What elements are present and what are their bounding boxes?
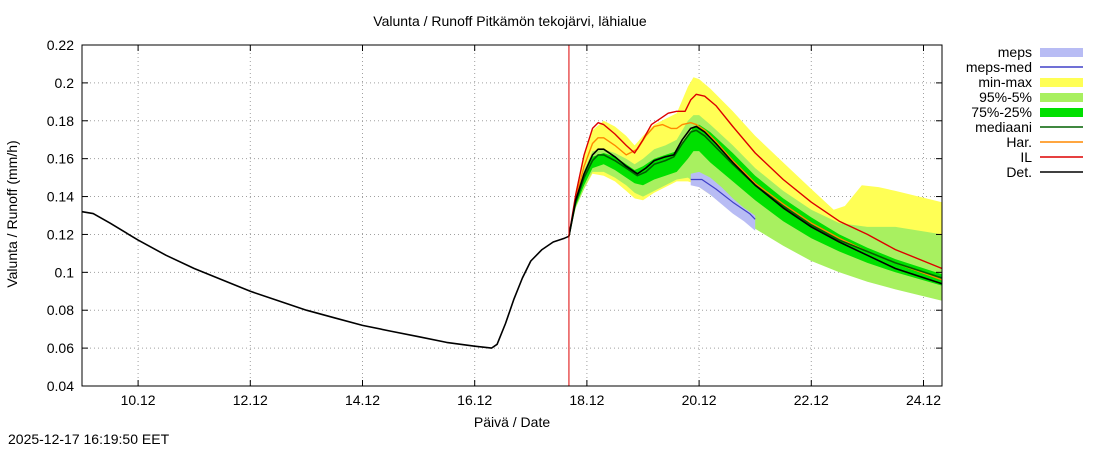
legend-label-median: mediaani	[975, 119, 1032, 135]
legend-label-p95_5: 95%-5%	[979, 89, 1032, 105]
legend-label-har: Har.	[1006, 134, 1032, 150]
x-axis-label: Päivä / Date	[474, 414, 550, 430]
y-tick-label: 0.22	[47, 37, 74, 53]
legend-label-meps: meps	[998, 44, 1032, 60]
forecast-bands	[568, 77, 942, 301]
y-tick-label: 0.12	[47, 226, 74, 242]
x-tick-label: 18.12	[569, 392, 604, 408]
chart-title: Valunta / Runoff Pitkämön tekojärvi, läh…	[373, 13, 647, 29]
legend-label-minmax: min-max	[978, 74, 1032, 90]
legend-label-il: IL	[1020, 149, 1032, 165]
y-tick-label: 0.1	[55, 264, 75, 280]
x-tick-label: 24.12	[906, 392, 941, 408]
legend-swatch-p95_5	[1040, 93, 1083, 102]
y-tick-label: 0.16	[47, 151, 74, 167]
series-lines	[81, 45, 943, 386]
legend-label-p75_25: 75%-25%	[971, 104, 1032, 120]
line-il	[568, 93, 943, 270]
line-det	[568, 125, 943, 285]
legend-swatch-meps	[1040, 48, 1083, 57]
plot-border	[81, 44, 943, 387]
band-meps	[690, 171, 756, 231]
y-tick-label: 0.2	[55, 75, 75, 91]
y-tick-label: 0.08	[47, 302, 74, 318]
x-tick-label: 22.12	[794, 392, 829, 408]
band-p75_25	[568, 124, 942, 286]
x-tick-label: 12.12	[233, 392, 268, 408]
legend-label-meps_med: meps-med	[966, 59, 1032, 75]
axis-ticks: 0.04 0.06 0.08 0.1 0.12 0.14 0.16 0.18 0.2 0.22 10…	[47, 37, 942, 408]
legend-label-det: Det.	[1006, 164, 1032, 180]
y-tick-label: 0.04	[47, 378, 74, 394]
y-tick-label: 0.18	[47, 113, 74, 129]
line-har	[568, 121, 943, 281]
line-median	[568, 129, 943, 279]
y-tick-label: 0.14	[47, 189, 74, 205]
x-tick-label: 14.12	[345, 392, 380, 408]
y-axis-label: Valunta / Runoff (mm/h)	[4, 140, 20, 287]
line-observed	[81, 210, 570, 349]
plot-frame	[81, 44, 943, 387]
legend-swatch-minmax	[1040, 78, 1083, 87]
x-tick-label: 16.12	[457, 392, 492, 408]
timestamp: 2025-12-17 16:19:50 EET	[8, 431, 170, 447]
legend: mepsmeps-medmin-max95%-5%75%-25%mediaani…	[966, 44, 1083, 180]
line-meps-med	[690, 178, 756, 220]
legend-swatch-p75_25	[1040, 108, 1083, 117]
y-tick-label: 0.06	[47, 340, 74, 356]
x-tick-label: 20.12	[682, 392, 717, 408]
x-tick-label: 10.12	[121, 392, 156, 408]
